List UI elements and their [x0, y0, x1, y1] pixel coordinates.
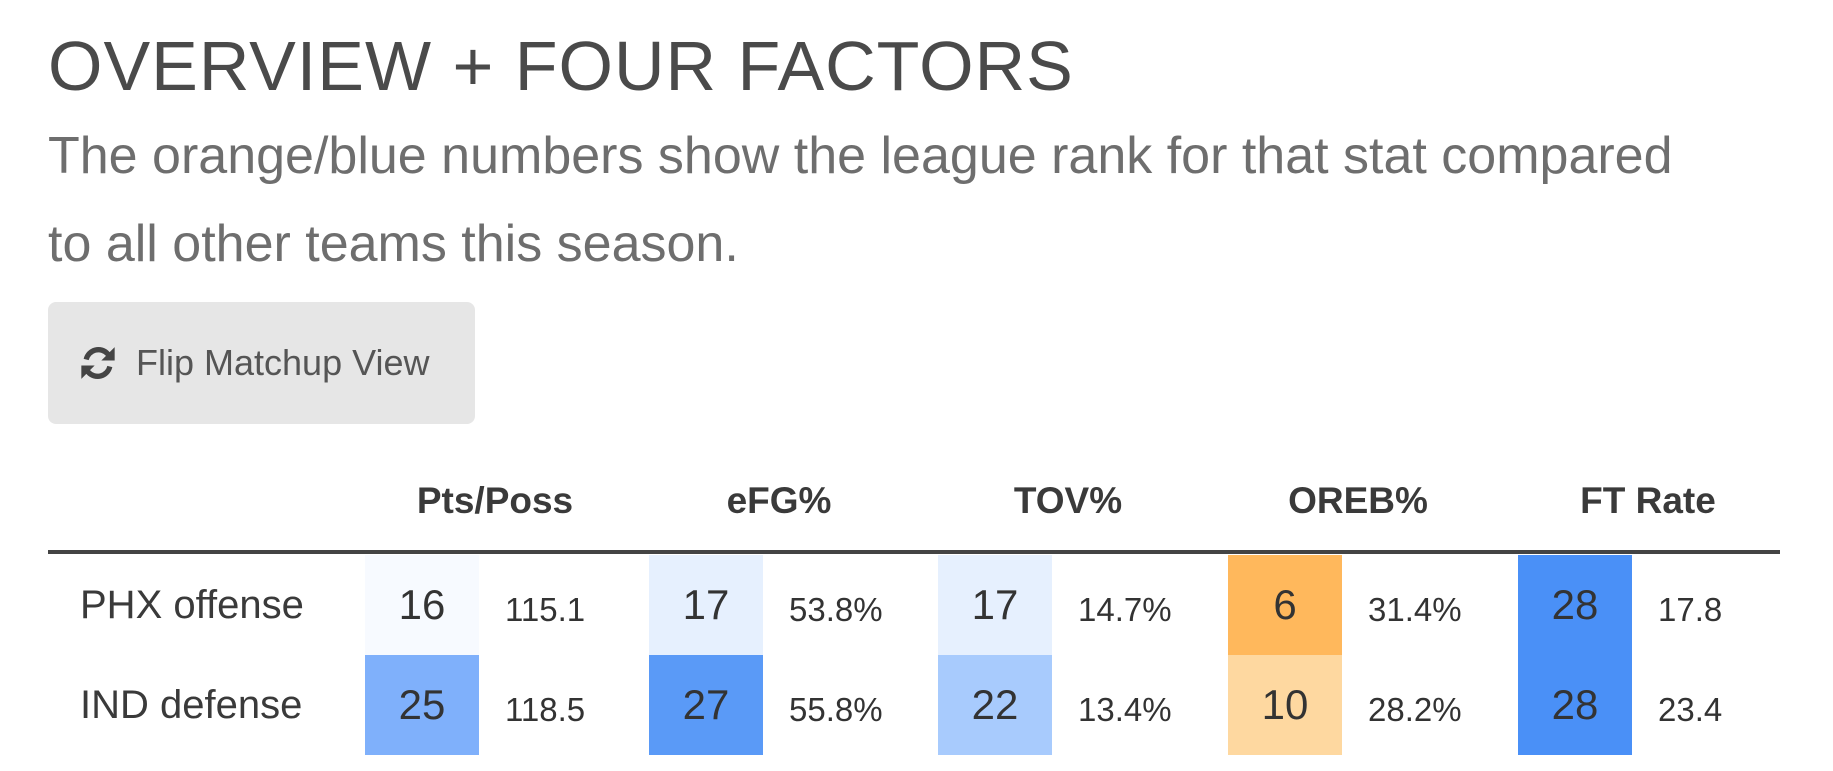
stat-value: 53.8%: [789, 591, 883, 628]
rank-cell: 16: [365, 555, 479, 655]
column-header: OREB%: [1288, 480, 1428, 521]
stat-value: 115.1: [505, 591, 586, 628]
stat-value: 13.4%: [1078, 691, 1172, 728]
rank-cell: 27: [649, 655, 763, 755]
stat-value: 14.7%: [1078, 591, 1172, 628]
stat-value: 31.4%: [1368, 591, 1462, 628]
rank-cell: 6: [1228, 555, 1342, 655]
rank-cell: 17: [938, 555, 1052, 655]
column-header: eFG%: [726, 480, 832, 521]
rank-cell: 22: [938, 655, 1052, 755]
column-header: TOV%: [1013, 480, 1123, 521]
header-divider: [48, 550, 1780, 554]
rank-cell: 10: [1228, 655, 1342, 755]
stat-value: 55.8%: [789, 691, 883, 728]
stat-value: 23.4: [1658, 691, 1723, 728]
refresh-icon: [81, 346, 115, 380]
stat-value: 28.2%: [1368, 691, 1462, 728]
rank-cell: 28: [1518, 555, 1632, 655]
column-header: FT Rate: [1580, 480, 1716, 521]
row-label: IND defense: [80, 683, 303, 727]
stat-value: 118.5: [505, 691, 586, 728]
column-header: Pts/Poss: [416, 480, 574, 521]
section-subtitle: The orange/blue numbers show the league …: [48, 127, 1673, 273]
flip-matchup-view-button[interactable]: Flip Matchup View: [48, 302, 475, 424]
flip-matchup-view-label: Flip Matchup View: [136, 342, 430, 383]
rank-cell: 25: [365, 655, 479, 755]
section-title: OVERVIEW + FOUR FACTORS: [48, 27, 1074, 105]
row-label: PHX offense: [80, 583, 304, 627]
rank-cell: 28: [1518, 655, 1632, 755]
rank-cell: 17: [649, 555, 763, 655]
stat-value: 17.8: [1658, 591, 1723, 628]
